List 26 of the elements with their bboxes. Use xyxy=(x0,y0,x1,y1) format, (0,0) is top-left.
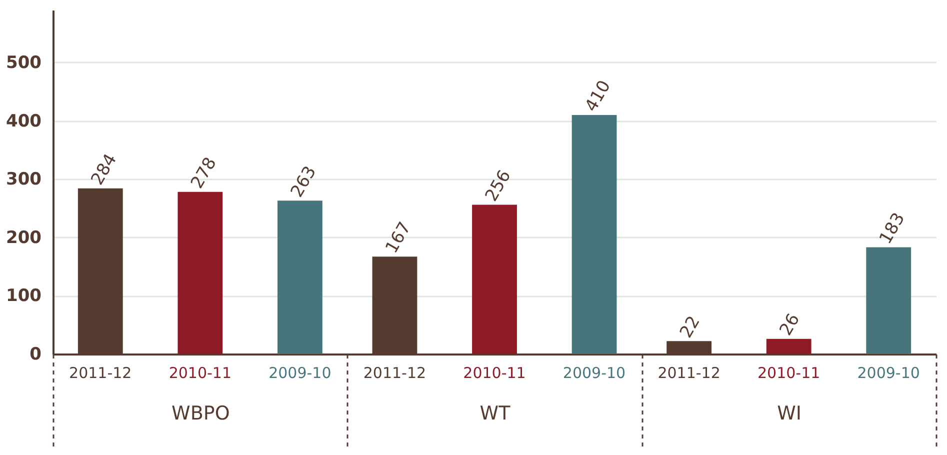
text: 2009-10 xyxy=(562,364,626,382)
bar xyxy=(572,114,617,354)
series-label: 2011-12 xyxy=(363,364,426,382)
text: 2010-11 xyxy=(757,364,820,382)
y-tick-label: 100 xyxy=(6,286,42,306)
y-tick-label: 300 xyxy=(6,170,42,190)
series-label: 2009-10 xyxy=(268,364,332,382)
bar xyxy=(277,200,322,354)
data-label: 22 xyxy=(676,312,704,342)
bar xyxy=(178,192,223,354)
text: 2011-12 xyxy=(69,364,132,382)
text: 2010-11 xyxy=(463,364,526,382)
x-tick-label: WI xyxy=(777,402,802,424)
y-tick-label: 500 xyxy=(6,52,42,73)
series-label: 2010-11 xyxy=(168,364,232,382)
x-tick-label: WT xyxy=(480,402,511,424)
y-tick-label: 400 xyxy=(6,111,42,132)
y-tick-label: 200 xyxy=(6,228,42,248)
bar xyxy=(866,247,912,354)
bar xyxy=(766,338,812,354)
x-tick-label: WBPO xyxy=(172,402,230,424)
bar xyxy=(472,204,517,354)
data-label: 26 xyxy=(776,310,804,340)
y-tick-label: 0 xyxy=(30,344,42,364)
text: 2009-10 xyxy=(857,364,920,382)
text: 2011-12 xyxy=(658,364,720,382)
